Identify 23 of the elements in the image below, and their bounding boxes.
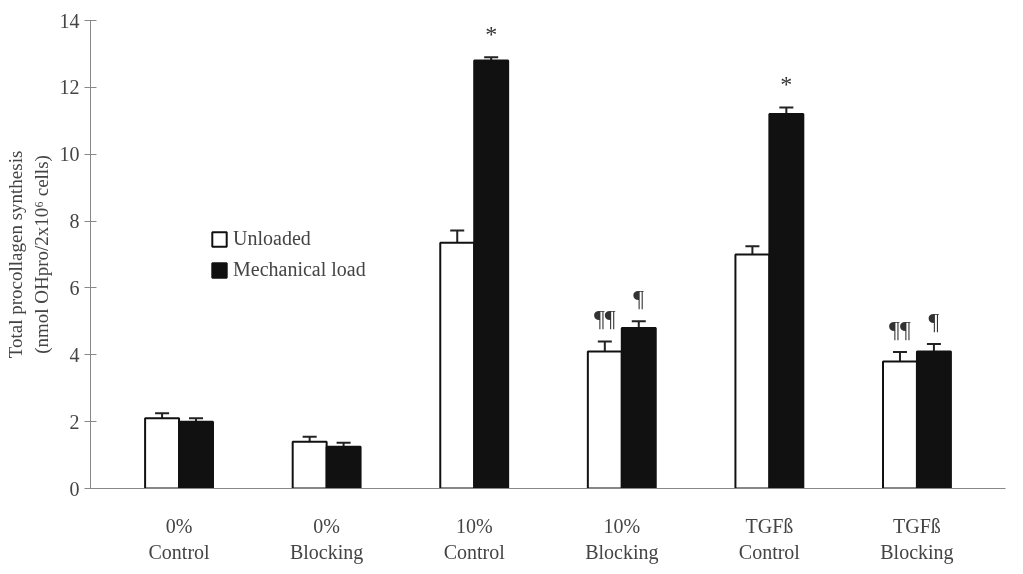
y-tick-label: 12: [59, 76, 80, 99]
x-tick-label: 0% Control: [148, 514, 211, 563]
x-tick-label: 10% Control: [443, 514, 506, 563]
y-tick-label: 0: [69, 477, 80, 500]
y-axis-title: Total procollagen synthesis (nmol OHpro/2x10⁶ cells): [5, 150, 53, 359]
y-tick-label: 14: [59, 9, 80, 32]
data-label: *: [780, 71, 793, 98]
x-tick-label: TGFß Control: [738, 514, 801, 563]
legend-label: Unloaded: [233, 227, 311, 250]
data-label: *: [485, 21, 498, 48]
data-label: ¶: [928, 308, 940, 335]
x-tick-label: 0% Blocking: [289, 514, 364, 564]
y-tick-label: 2: [69, 410, 80, 433]
y-tick-label: 6: [69, 276, 80, 299]
x-tick-label: TGFß Blocking: [880, 514, 954, 564]
y-tick-label: 8: [69, 210, 80, 233]
y-tick-label: 4: [69, 343, 80, 366]
data-label: ¶¶: [593, 305, 616, 332]
data-label: ¶: [633, 285, 645, 312]
x-tick-label: 10% Blocking: [585, 514, 659, 564]
data-label: ¶¶: [889, 316, 911, 343]
y-tick-label: 10: [59, 143, 80, 166]
legend-label: Mechanical load: [233, 258, 366, 281]
